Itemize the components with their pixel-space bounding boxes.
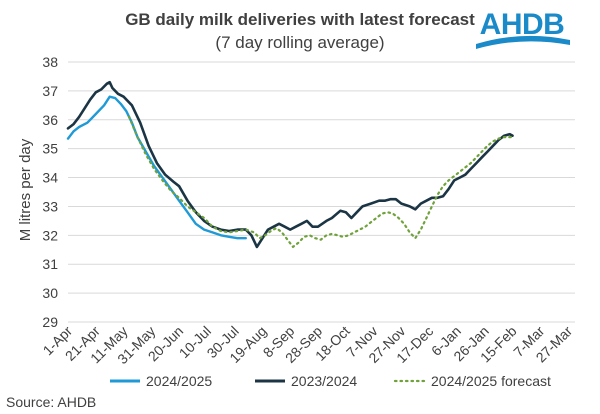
- logo-text: AHDB: [480, 8, 565, 41]
- legend-label-1: 2023/2024: [291, 373, 357, 389]
- legend-label-0: 2024/2025: [146, 373, 212, 389]
- series-lines: [66, 80, 514, 249]
- ahdb-logo: AHDB: [476, 8, 570, 49]
- y-tick-label: 30: [42, 285, 58, 301]
- y-tick-label: 38: [42, 54, 58, 70]
- legend-label-2: 2024/2025 forecast: [431, 373, 551, 389]
- source-note: Source: AHDB: [6, 394, 96, 410]
- y-tick-labels: 29 30 31 32 33 34 35 36 37 38: [42, 54, 58, 330]
- legend: 2024/2025 2023/2024 2024/2025 forecast: [110, 373, 551, 389]
- y-tick-label: 29: [42, 314, 58, 330]
- series-line-0: [66, 95, 247, 240]
- gridlines: [68, 61, 575, 323]
- y-tick-label: 34: [42, 170, 58, 186]
- x-tick-labels: 1-Apr21-Apr11-May31-May20-Jun10-Jul30-Ju…: [40, 323, 576, 368]
- chart-title: GB daily milk deliveries with latest for…: [125, 10, 475, 29]
- y-tick-label: 31: [42, 256, 58, 272]
- y-axis-label: M litres per day: [17, 138, 34, 241]
- series-line-2: [128, 115, 514, 248]
- chart-subtitle: (7 day rolling average): [215, 33, 384, 52]
- y-tick-label: 32: [42, 227, 58, 243]
- y-tick-label: 37: [42, 83, 58, 99]
- y-tick-label: 36: [42, 112, 58, 128]
- y-tick-label: 35: [42, 141, 58, 157]
- logo-swoosh-icon: [476, 35, 570, 49]
- series-line-1: [66, 80, 514, 249]
- y-tick-label: 33: [42, 198, 58, 214]
